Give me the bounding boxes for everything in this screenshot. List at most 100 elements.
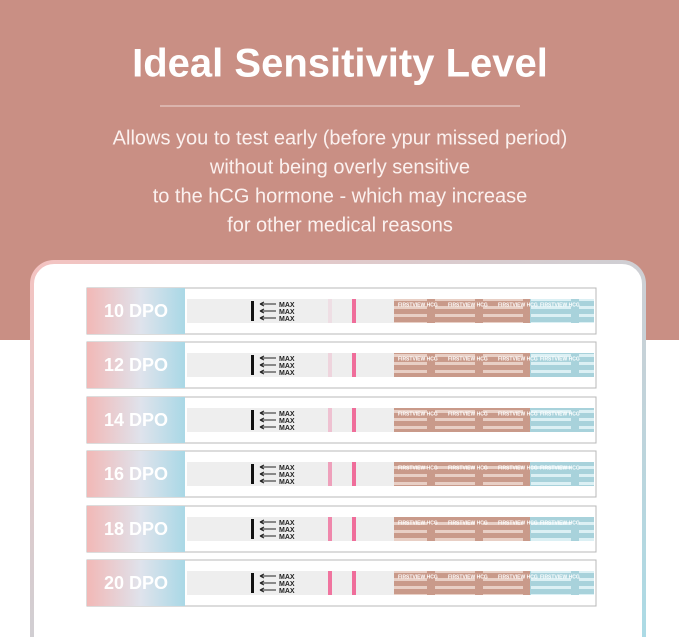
brand-text: FIRSTVIEW HCG [498,302,538,308]
brand-text: FIRSTVIEW HCG [540,574,580,580]
max-label: MAX [279,356,295,363]
brand-band [394,571,530,595]
max-label: MAX [279,418,295,425]
max-label: MAX [279,411,295,418]
arrow [259,417,276,423]
arrow [259,580,276,586]
brand-text: FIRSTVIEW HCG [398,302,438,308]
arrow [259,424,276,430]
description: Allows you to test early (before ypur mi… [113,127,568,236]
max-label: MAX [279,527,295,534]
max-label: MAX [279,574,295,581]
row-label-box [87,506,185,552]
max-label: MAX [279,363,295,370]
brand-text: FIRSTVIEW HCG [448,574,488,580]
arrow [259,464,276,470]
brand-band-blue [530,408,594,432]
row-label: 10 DPO [104,301,168,321]
control-line [352,408,356,432]
brand-band [394,299,530,323]
arrow [259,519,276,525]
strip-mark [251,573,254,593]
max-label: MAX [279,534,295,541]
row-label: 20 DPO [104,573,168,593]
strip-mark [251,355,254,375]
arrow [259,533,276,539]
description-line: to the hCG hormone - which may increase [153,185,528,207]
brand-text: FIRSTVIEW HCG [540,465,580,471]
brand-text: FIRSTVIEW HCG [398,411,438,417]
max-label: MAX [279,588,295,595]
brand-text: FIRSTVIEW HCG [448,411,488,417]
arrow [259,478,276,484]
description-line: without being overly sensitive [209,156,470,178]
brand-text: FIRSTVIEW HCG [398,465,438,471]
max-label: MAX [279,316,295,323]
test-line [328,571,332,595]
row-label-box [87,560,185,606]
brand-text: FIRSTVIEW HCG [448,356,488,362]
brand-band [394,517,530,541]
brand-band [394,353,530,377]
brand-text: FIRSTVIEW HCG [398,520,438,526]
brand-text: FIRSTVIEW HCG [540,411,580,417]
brand-text: FIRSTVIEW HCG [498,411,538,417]
brand-band-blue [530,353,594,377]
test-line [328,299,332,323]
brand-text: FIRSTVIEW HCG [448,465,488,471]
arrow [259,526,276,532]
max-label: MAX [279,479,295,486]
max-label: MAX [279,302,295,309]
brand-text: FIRSTVIEW HCG [398,574,438,580]
brand-band-blue [530,299,594,323]
max-label: MAX [279,520,295,527]
arrow [259,362,276,368]
strip-mark [251,410,254,430]
row-label-box [87,397,185,443]
arrow [259,369,276,375]
row-label-box [87,451,185,497]
max-label: MAX [279,472,295,479]
arrow [259,355,276,361]
arrow [259,301,276,307]
test-line [328,353,332,377]
control-line [352,353,356,377]
control-line [352,571,356,595]
strip-mark [251,464,254,484]
control-line [352,517,356,541]
title: Ideal Sensitivity Level [132,42,548,86]
max-label: MAX [279,309,295,316]
max-label: MAX [279,465,295,472]
max-label: MAX [279,370,295,377]
arrow [259,587,276,593]
brand-band-blue [530,571,594,595]
row-label: 12 DPO [104,355,168,375]
arrow [259,471,276,477]
brand-band-blue [530,517,594,541]
brand-text: FIRSTVIEW HCG [498,574,538,580]
test-line [328,517,332,541]
row-label: 14 DPO [104,410,168,430]
brand-text: FIRSTVIEW HCG [498,465,538,471]
test-line [328,408,332,432]
description-line: for other medical reasons [227,214,453,236]
row-label-box [87,342,185,388]
max-label: MAX [279,425,295,432]
brand-text: FIRSTVIEW HCG [398,356,438,362]
strip-mark [251,301,254,321]
test-line [328,462,332,486]
arrow [259,573,276,579]
brand-text: FIRSTVIEW HCG [448,302,488,308]
brand-band [394,462,530,486]
strip-mark [251,519,254,539]
brand-text: FIRSTVIEW HCG [540,302,580,308]
arrow [259,315,276,321]
control-line [352,299,356,323]
description-line: Allows you to test early (before ypur mi… [113,127,568,149]
